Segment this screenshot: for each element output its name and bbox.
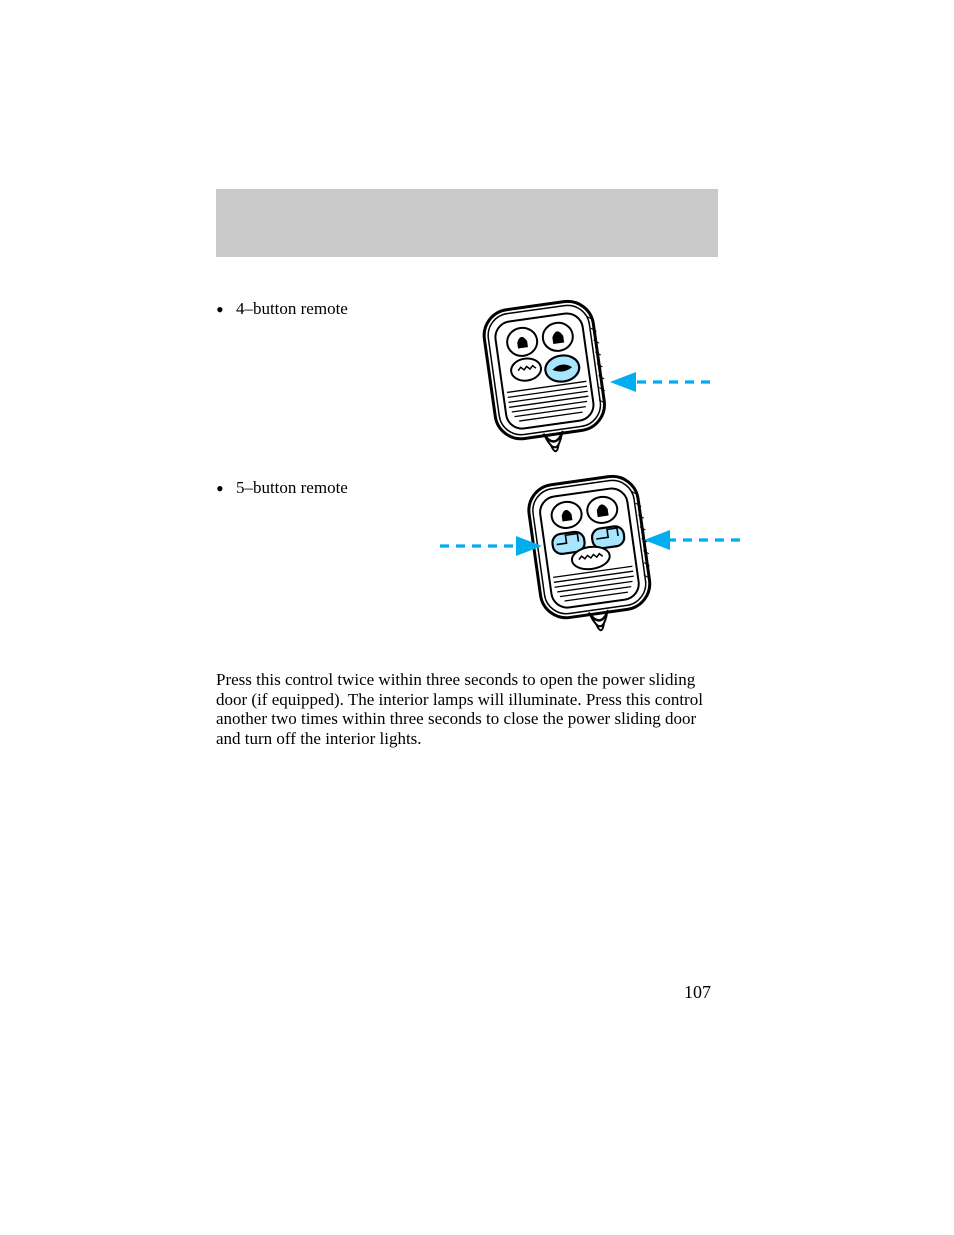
pointer-arrow-left-icon	[440, 536, 542, 556]
instruction-paragraph: Press this control twice within three se…	[216, 670, 718, 748]
pointer-arrow-right-icon	[610, 372, 710, 392]
bullet-dot-icon: •	[216, 299, 224, 321]
remote-4-button-illustration	[460, 290, 720, 470]
bullet-text: 4–button remote	[236, 299, 348, 318]
pointer-arrow-right-icon	[644, 530, 740, 550]
page-number: 107	[684, 982, 711, 1003]
bullet-text: 5–button remote	[236, 478, 348, 497]
bullet-dot-icon: •	[216, 478, 224, 500]
bullet-item-4-button: • 4–button remote	[216, 299, 348, 321]
bullet-item-5-button: • 5–button remote	[216, 478, 348, 500]
section-header-band	[216, 189, 718, 257]
remote-5-button-illustration	[440, 470, 740, 650]
